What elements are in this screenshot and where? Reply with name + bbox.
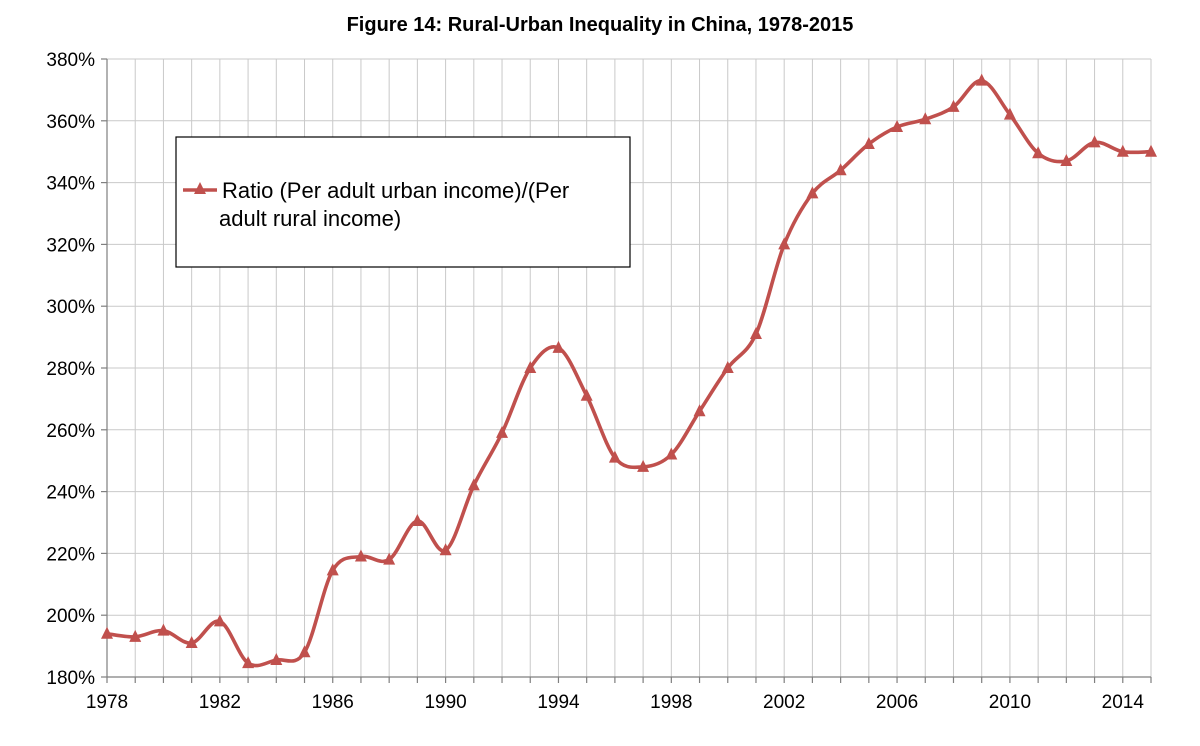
y-tick-label: 300% [46, 297, 95, 318]
data-point-marker [834, 163, 847, 176]
legend-box [175, 136, 631, 268]
y-tick-label: 180% [46, 668, 95, 689]
data-point-marker [580, 388, 593, 401]
data-point-marker [693, 404, 706, 417]
y-tick-label: 360% [46, 112, 95, 133]
data-point-marker [242, 656, 255, 669]
data-point-marker [439, 543, 452, 556]
data-point-marker [919, 112, 932, 125]
data-point-marker [326, 563, 339, 576]
y-tick-label: 320% [46, 235, 95, 256]
series-group [101, 73, 1157, 669]
data-point-marker [891, 119, 904, 132]
data-point-marker [749, 327, 762, 340]
x-tick-label: 1998 [650, 692, 692, 713]
legend: Ratio (Per adult urban income)/(Per adul… [175, 136, 631, 268]
data-point-marker [947, 99, 960, 112]
x-tick-label: 1982 [199, 692, 241, 713]
data-point-marker [354, 549, 367, 562]
data-point-marker [467, 478, 480, 491]
data-point-marker [608, 450, 621, 463]
x-tick-label: 1978 [86, 692, 128, 713]
data-point-marker [637, 459, 650, 472]
data-point-marker [552, 340, 565, 353]
data-point-marker [975, 73, 988, 86]
y-axis-tick-labels: 180% 200% 220% 240% 260% 280% 300% 320% 340% 360%… [46, 50, 95, 689]
data-point-marker [1003, 107, 1016, 120]
data-point-marker [129, 629, 142, 642]
y-tick-label: 220% [46, 544, 95, 565]
x-axis-tick-labels: 1978 1982 1986 1990 1994 1998 2002 2006 2010 2014 [86, 692, 1144, 713]
data-point-marker [157, 623, 170, 636]
data-point-marker [778, 237, 791, 250]
data-point-marker [101, 626, 113, 639]
y-tick-label: 260% [46, 421, 95, 442]
legend-label-line-2: adult rural income) [219, 206, 401, 231]
series-line [105, 78, 1153, 668]
x-tick-label: 2010 [989, 692, 1031, 713]
y-tick-label: 380% [46, 50, 95, 71]
data-point-marker [298, 645, 311, 658]
data-point-marker [185, 636, 198, 649]
data-point-marker [383, 552, 396, 565]
data-point-marker [213, 614, 226, 627]
data-point-marker [1032, 146, 1045, 159]
data-point-marker [806, 186, 819, 199]
x-tick-label: 1990 [424, 692, 466, 713]
y-tick-label: 280% [46, 359, 95, 380]
x-tick-label: 2002 [763, 692, 805, 713]
data-point-marker [496, 425, 509, 438]
data-point-marker [1145, 144, 1157, 157]
x-tick-label: 1986 [312, 692, 354, 713]
legend-label-line-1: Ratio (Per adult urban income)/(Per [222, 178, 569, 203]
x-tick-label: 2014 [1102, 692, 1145, 713]
data-point-marker [862, 136, 875, 149]
y-tick-label: 200% [46, 606, 95, 627]
x-tick-label: 1994 [537, 692, 580, 713]
x-tick-label: 2006 [876, 692, 918, 713]
data-point-marker [665, 447, 678, 460]
axes [101, 58, 1152, 683]
data-point-marker [1088, 135, 1101, 148]
data-point-marker [1060, 153, 1073, 166]
y-tick-label: 340% [46, 174, 95, 195]
chart-title: Figure 14: Rural-Urban Inequality in Chi… [346, 14, 854, 36]
data-point-marker [270, 653, 283, 666]
data-point-marker [411, 513, 424, 526]
data-point-marker [1116, 144, 1129, 157]
y-tick-label: 240% [46, 483, 95, 504]
legend-triangle-marker-icon [194, 182, 206, 194]
data-point-marker [721, 361, 734, 373]
data-point-marker [524, 361, 537, 373]
